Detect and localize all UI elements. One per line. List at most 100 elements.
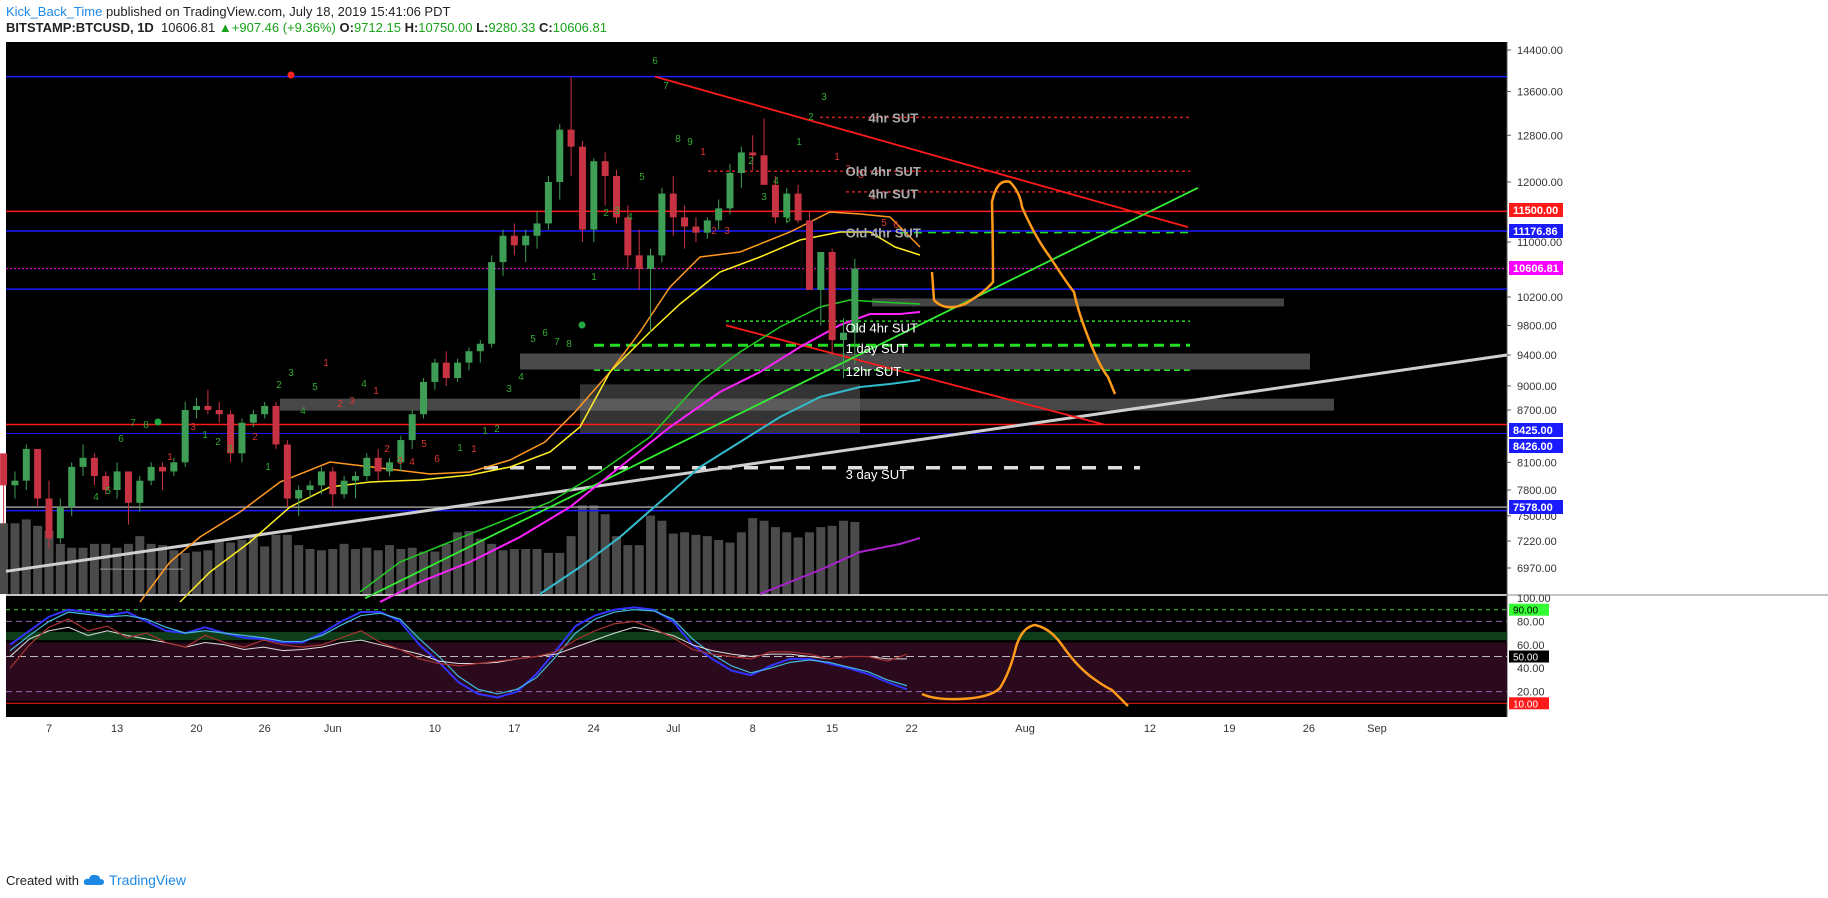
osc-badge-bg [1509,697,1549,710]
sut-level-label: Old 4hr SUT [846,226,921,241]
volume-bar [192,551,202,594]
candle-body [420,381,428,415]
volume-bar [430,551,440,594]
td-count-label: 2 [252,432,258,443]
volume-bar [203,550,213,594]
volume-bar [453,532,463,594]
time-tick-label: 13 [111,723,123,735]
candle-body [34,448,42,499]
candle-body [544,182,552,224]
candle-body [715,208,723,221]
td-count-label: 3 [614,206,620,217]
candle-body [317,471,325,486]
candle-body [193,405,201,410]
zone-gray-4 [280,398,1334,411]
td-count-label: 8 [566,339,572,350]
time-tick-label: 7 [46,723,52,735]
volume-bar [305,549,315,594]
volume-bar [770,527,780,594]
candle-body [658,193,666,256]
price-badge-bg [1509,500,1563,514]
volume-bar [702,536,712,594]
low-label: L: [476,20,489,35]
candle-body [147,466,155,481]
candle-body [90,457,98,477]
volume-bar [668,533,678,594]
candle-body [249,414,257,423]
price-badge-bg [1509,439,1563,453]
candle-body [56,507,64,539]
price-tick-label: 14400.00 [1517,45,1563,57]
candle-body [760,155,768,185]
zone-gray-1 [520,353,1310,370]
candle-body [124,471,132,503]
candle-body [340,480,348,495]
volume-bar [169,550,179,594]
volume-bar [487,543,497,594]
ohlc-readout: BITSTAMP:BTCUSD, 1D 10606.81 ▲+907.46 (+… [6,20,607,36]
candle-body [68,466,76,508]
volume-bar [237,540,247,594]
price-change: ▲+907.46 (+9.36%) [218,20,336,35]
candle-body [215,410,223,415]
td-count-label: 3 [858,170,864,181]
volume-ma [759,537,921,595]
author-link[interactable]: Kick_Back_Time [6,4,103,19]
symbol-label: BITSTAMP:BTCUSD, 1D [6,20,154,35]
created-with-text: Created with [6,872,79,888]
candle-body [386,462,393,472]
ma-magenta [379,311,921,603]
volume-bar [804,532,814,594]
td-count-label: 6 [652,56,658,67]
open-label: O: [339,20,354,35]
tradingview-brand[interactable]: TradingView [108,872,187,888]
td-count-label: 1 [700,147,706,158]
volume-bar [78,547,88,594]
candle-body [737,152,745,174]
candle-body [261,405,269,415]
volume-bar [441,543,451,594]
volume-bar [214,540,224,594]
candle-body [238,422,246,454]
price-tick-label: 9000.00 [1517,381,1557,393]
td-count-label: 3 [821,92,827,103]
sut-level-label: 12hr SUT [846,364,902,379]
high-label: H: [404,20,419,35]
td-count-label: 5 [530,334,536,345]
trendline-red-upper [654,75,1189,228]
price-tick-label: 8700.00 [1517,405,1557,417]
candle-body [431,362,439,382]
td-count-label: 3 [506,384,512,395]
price-tick-label: 10200.00 [1517,292,1563,304]
volume-bar [33,525,43,594]
td-count-label: 5 [785,214,791,225]
volume-bar [759,520,769,594]
open-value: 9712.15 [353,20,401,35]
volume-bar [282,534,292,594]
marker-dot-red [287,71,295,79]
candle-body [635,255,643,269]
osc-green-zone [6,631,1507,641]
td-count-label: 1 [167,452,173,463]
volume-bar [373,550,383,594]
osc-tick-label: 100.00 [1517,593,1551,605]
td-count-label: 2 [276,380,282,391]
trendline-white [5,353,1508,573]
volume-bar [55,543,65,594]
volume-bar [0,523,9,594]
candle-body [703,220,711,233]
td-count-label: 7 [554,337,560,348]
osc-badge-label: 10.00 [1513,699,1538,710]
volume-bar [646,515,656,594]
volume-bar [180,552,190,594]
tradingview-cloud-icon [83,874,104,885]
volume-bar [555,552,565,594]
volume-bar [532,549,542,594]
footer: Created with TradingView [6,872,186,888]
price-axis-bg [1507,42,1820,738]
high-value: 10750.00 [418,20,473,35]
td-count-label: 2 [748,156,754,167]
volume-bar [271,534,281,594]
td-count-label: 1 [482,426,488,437]
